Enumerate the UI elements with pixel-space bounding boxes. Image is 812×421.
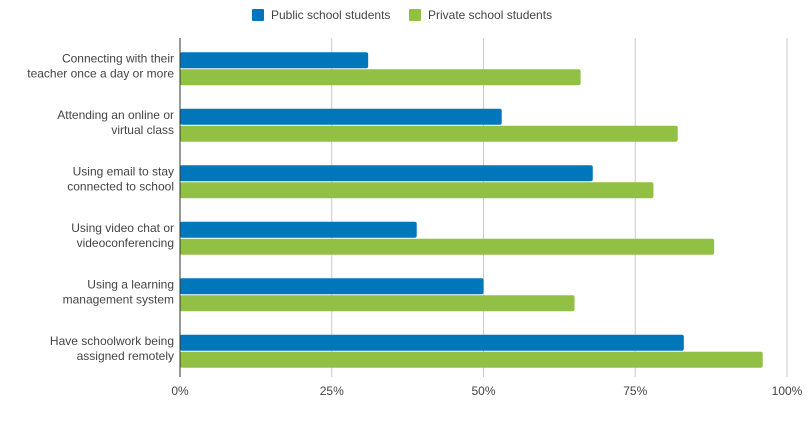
category-label: management system: [63, 292, 174, 306]
category-label: Connecting with their: [62, 51, 174, 65]
bars: [180, 52, 763, 368]
legend-swatch-public: [252, 9, 264, 21]
bar-public: [180, 108, 502, 125]
category-label: Using email to stay: [73, 164, 174, 178]
x-tick-label: 50%: [471, 384, 495, 398]
category-label: videoconferencing: [77, 236, 174, 250]
bar-private: [180, 295, 575, 312]
bar-private: [180, 351, 763, 368]
bar-public: [180, 278, 484, 295]
bar-public: [180, 165, 593, 182]
category-label: Using a learning: [87, 277, 174, 291]
legend-swatch-private: [409, 9, 421, 21]
category-label: Attending an online or: [57, 108, 174, 122]
category-label: virtual class: [111, 123, 174, 137]
x-tick-labels: 0% 25% 50% 75% 100%: [171, 384, 802, 398]
bar-private: [180, 69, 581, 86]
x-tick-label: 100%: [772, 384, 803, 398]
bar-public: [180, 334, 684, 351]
bar-public: [180, 52, 369, 69]
gridlines: [331, 38, 788, 377]
legend-label: Public school students: [271, 8, 390, 22]
bar-private: [180, 125, 678, 142]
legend: Public school students Private school stu…: [252, 8, 552, 22]
category-label: Have schoolwork being: [50, 334, 174, 348]
category-label: teacher once a day or more: [27, 66, 174, 80]
category-label: Using video chat or: [71, 221, 174, 235]
legend-label: Private school students: [428, 8, 552, 22]
x-tick-label: 25%: [320, 384, 344, 398]
x-tick-label: 0%: [171, 384, 189, 398]
bar-private: [180, 182, 654, 199]
bar-private: [180, 238, 715, 255]
bar-public: [180, 221, 417, 238]
category-label: connected to school: [67, 179, 174, 193]
category-label: assigned remotely: [77, 349, 174, 363]
x-tick-label: 75%: [623, 384, 647, 398]
